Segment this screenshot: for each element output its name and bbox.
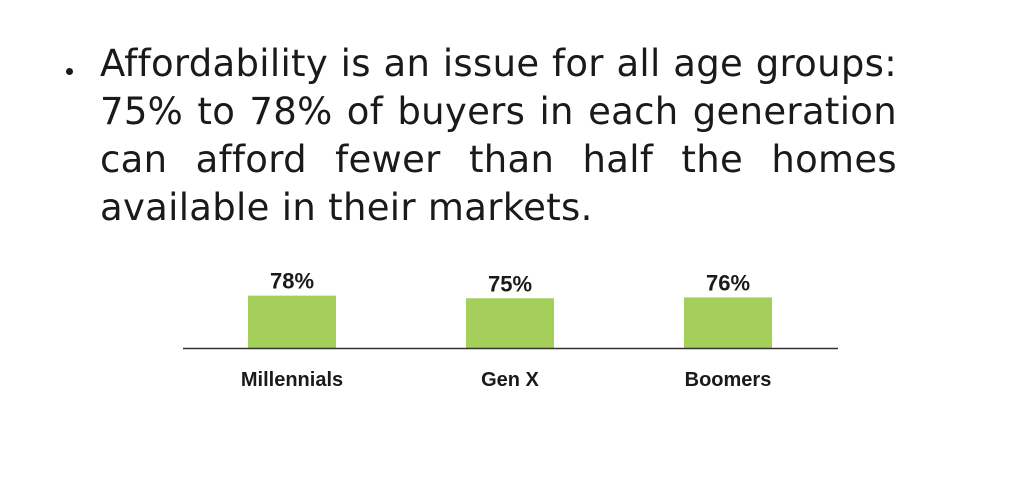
category-labels-group: Millennials Gen X Boomers xyxy=(241,369,771,391)
bars-group xyxy=(248,295,772,348)
bar-boomers xyxy=(684,297,772,348)
bar-millennials xyxy=(248,295,336,348)
bullet-block: Affordability is an issue for all age gr… xyxy=(60,40,900,232)
bar-gen-x xyxy=(466,298,554,348)
bullet-text: Affordability is an issue for all age gr… xyxy=(100,42,897,229)
value-label: 78% xyxy=(270,269,314,294)
value-label: 76% xyxy=(706,270,750,295)
value-labels-group: 78% 75% 76% xyxy=(270,269,750,297)
category-label: Gen X xyxy=(481,369,539,391)
value-label: 75% xyxy=(488,271,532,296)
bullet-dot-icon xyxy=(66,68,73,75)
category-label: Millennials xyxy=(241,369,343,391)
category-label: Boomers xyxy=(685,369,772,391)
